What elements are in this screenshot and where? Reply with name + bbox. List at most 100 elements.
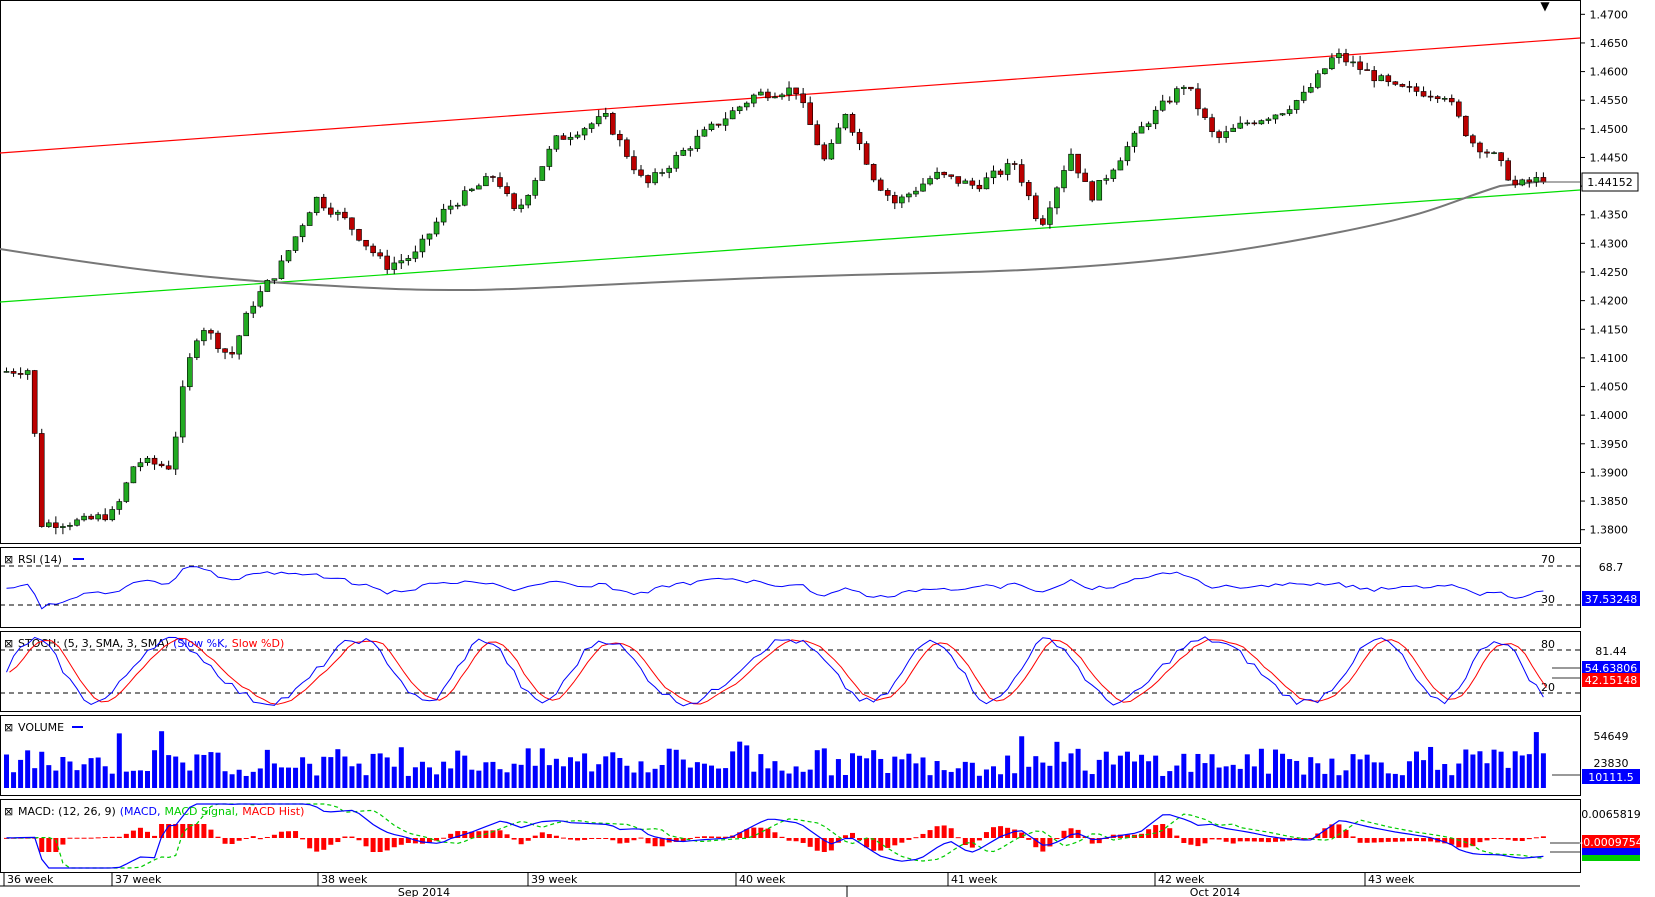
macd-title-prefix: MACD: (12, 26, 9): [18, 805, 116, 818]
volume-bar: [1160, 775, 1166, 788]
volume-bar: [589, 771, 595, 788]
week-label: 36 week: [7, 873, 54, 886]
macd-hist-bar: [687, 838, 693, 839]
volume-bar: [1392, 773, 1398, 788]
price-tick-label: 1.4150: [1590, 323, 1629, 336]
volume-bar: [1308, 757, 1314, 788]
macd-hist-bar: [419, 838, 425, 844]
macd-hist-bar: [610, 838, 616, 841]
macd-hist-bar: [286, 831, 291, 838]
candle: [609, 111, 616, 136]
macd-hist-bar: [850, 832, 855, 838]
current-price-label: 1.44152: [1587, 176, 1633, 189]
macd-hist-bar: [814, 838, 820, 851]
candle: [1054, 186, 1060, 215]
stoch-d-value-label: 42.15148: [1585, 674, 1638, 687]
candle: [539, 166, 546, 181]
candle: [60, 523, 66, 535]
candle: [271, 278, 278, 285]
macd-hist-bar: [631, 838, 637, 841]
macd-series-macd: (MACD,: [120, 805, 161, 818]
macd-hist-bar: [983, 832, 989, 838]
volume-bar: [300, 757, 306, 788]
volume-bar: [1047, 765, 1053, 788]
price-tick-label: 1.4650: [1590, 37, 1629, 50]
macd-series-signal: MACD Signal,: [165, 805, 239, 818]
volume-bar: [1117, 755, 1123, 788]
volume-bar: [257, 768, 263, 788]
volume-bar: [109, 773, 115, 788]
volume-bar: [1026, 766, 1032, 788]
macd-hist-bar: [229, 838, 235, 844]
volume-bar: [737, 741, 743, 788]
volume-bar: [828, 775, 834, 788]
candle: [518, 198, 524, 213]
candle: [1272, 114, 1279, 124]
candle: [299, 223, 306, 243]
candle: [88, 513, 94, 521]
candle: [10, 368, 17, 377]
macd-hist-bar: [575, 838, 581, 841]
volume-bar: [222, 771, 228, 788]
macd-hist-bar: [335, 838, 341, 843]
candle: [800, 87, 806, 108]
macd-hist-bar: [821, 838, 827, 852]
macd-hist-bar: [166, 824, 172, 838]
candle: [1202, 107, 1208, 121]
volume-bar: [1195, 753, 1201, 788]
macd-hist-bar: [1364, 838, 1370, 843]
candle: [842, 113, 849, 131]
volume-bar: [1315, 763, 1321, 788]
macd-hist-bar: [1392, 838, 1398, 842]
candle: [772, 92, 778, 99]
candle: [976, 179, 983, 192]
macd-hist-bar: [645, 838, 651, 844]
volume-bar: [1265, 773, 1271, 788]
time-axis: 36 week 37 week 38 week 39 week 40 week 41 we…: [0, 873, 1580, 897]
volume-bar: [201, 754, 207, 788]
volume-bar: [1371, 762, 1377, 788]
volume-bar: [1491, 749, 1497, 788]
volume-bar: [166, 755, 172, 788]
candle: [997, 168, 1004, 178]
volume-bar: [194, 754, 200, 788]
volume-bar: [835, 759, 841, 788]
candle: [814, 120, 821, 146]
volume-bar: [1329, 758, 1335, 788]
macd-hist-bar: [173, 824, 179, 838]
rsi-level-30-label: 30: [1541, 593, 1555, 606]
macd-hist-bar: [109, 836, 115, 838]
macd-hist-bar: [962, 838, 968, 846]
price-tick-label: 1.4250: [1590, 266, 1629, 279]
moving-average-line: [0, 180, 1546, 292]
volume-bar: [286, 767, 291, 788]
volume-bar: [173, 756, 179, 788]
candle: [1371, 66, 1377, 88]
volume-bar: [913, 763, 919, 788]
stoch-k-value-box: [1582, 661, 1640, 675]
volume-bar: [81, 764, 87, 788]
macd-hist-bar: [1414, 838, 1419, 842]
candle: [758, 88, 764, 96]
volume-bar: [370, 753, 376, 788]
volume-bar: [236, 769, 242, 788]
candle: [306, 211, 313, 226]
macd-signal-line: [6, 803, 1544, 869]
price-panel-frame: [0, 0, 1581, 544]
candle: [476, 183, 482, 190]
volume-bar: [398, 747, 404, 788]
volume-bar: [694, 762, 700, 788]
macd-hist-bar: [1251, 838, 1257, 842]
macd-hist-bar: [130, 830, 136, 838]
macd-hist-bar: [1188, 838, 1194, 845]
macd-hist-bar: [920, 833, 926, 838]
price-tick-label: 1.4700: [1590, 8, 1629, 21]
volume-bar: [342, 756, 348, 788]
macd-line: [6, 803, 1544, 869]
macd-hist-bar: [1230, 838, 1236, 844]
volume-bar: [1477, 751, 1483, 788]
macd-hist-bar: [1421, 838, 1427, 842]
macd-hist-bar: [1371, 838, 1377, 843]
volume-bar: [328, 757, 334, 788]
volume-bar: [793, 766, 799, 788]
